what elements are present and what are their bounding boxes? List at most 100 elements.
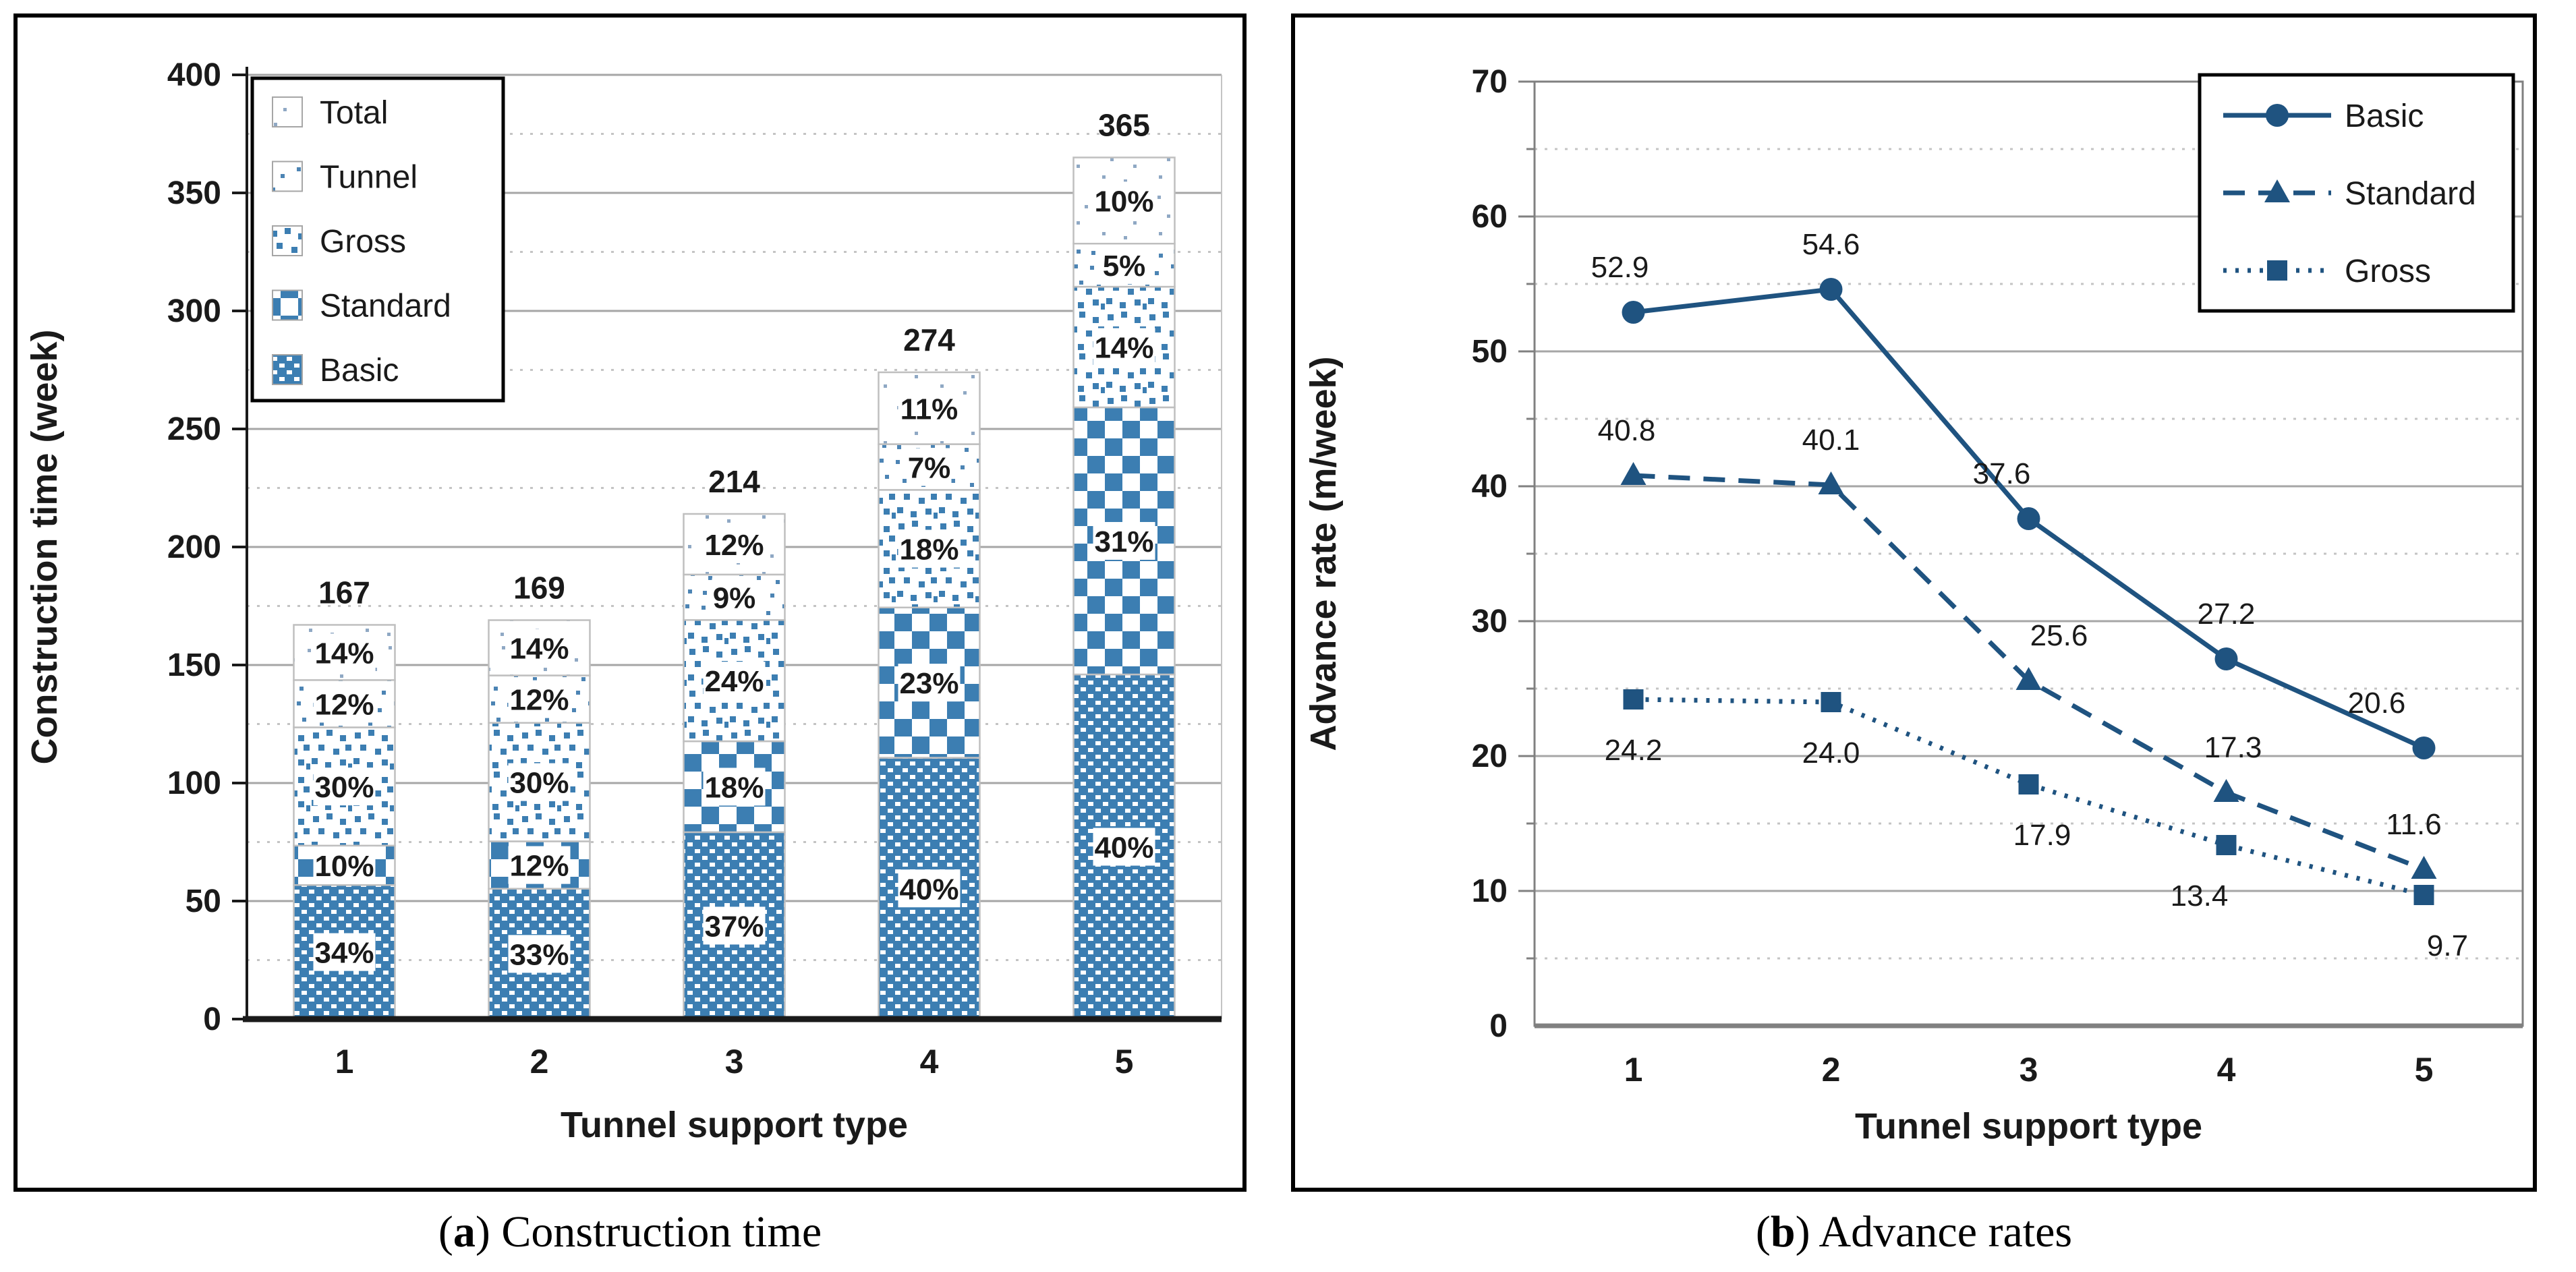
bar-percent-label-bg — [1093, 521, 1155, 560]
caption-b-close: ) — [1795, 1207, 1819, 1256]
figure-panel-a: 34% 10% 30% 12% 14% 167 1 33% 12% 30% 12% 14% 169 2 37… — [13, 13, 1247, 1258]
bar-total-label: 167 — [318, 575, 370, 610]
series-marker-gross — [1623, 689, 1644, 710]
bar-percent-label: 23% — [899, 667, 958, 700]
bar-percent-label: 5% — [1103, 250, 1146, 283]
bar-percent-label: 12% — [704, 529, 764, 562]
bar-percent-label-bg — [712, 578, 757, 616]
x-tick-label: 1 — [1624, 1051, 1643, 1089]
x-tick-label: 3 — [725, 1043, 744, 1080]
point-label: 37.6 — [1973, 457, 2031, 490]
bar-percent-label: 12% — [509, 684, 569, 717]
bar-percent-label: 7% — [908, 451, 951, 484]
y-tick-label: 40 — [1472, 469, 1508, 504]
legend-marker-gross — [2267, 260, 2287, 281]
series-marker-gross — [2216, 835, 2237, 855]
series-line-gross — [1633, 697, 2425, 898]
bar-percent-label-bg — [1101, 246, 1147, 285]
bar-percent-label-bg — [703, 906, 766, 945]
bar-total-label: 365 — [1098, 108, 1150, 143]
bar-percent-label: 14% — [1094, 332, 1153, 365]
series-marker-standard — [2411, 856, 2437, 879]
bar-percent-label-bg — [508, 763, 571, 801]
x-tick-label: 4 — [920, 1043, 939, 1080]
bar-percent-label: 31% — [1094, 525, 1153, 558]
bar-percent-label: 40% — [1094, 832, 1153, 865]
bar-percent-label-bg — [508, 680, 571, 718]
series-marker-basic — [2017, 507, 2040, 530]
point-label: 52.9 — [1591, 251, 1649, 284]
bar-percent-label: 14% — [509, 632, 569, 665]
series-marker-standard — [1818, 471, 1844, 494]
point-label: 54.6 — [1802, 228, 1860, 261]
caption-a: (a) Construction time — [13, 1207, 1247, 1258]
x-tick-label: 2 — [1822, 1051, 1841, 1089]
legend-item-label: Total — [320, 95, 388, 131]
advance-rates-chart: 0 10 20 30 40 50 60 70 1 2 3 4 5 Tunnel support type A… — [1303, 64, 2524, 1147]
x-tick-label: 2 — [530, 1043, 549, 1080]
bar-percent-label: 9% — [713, 582, 756, 615]
y-axis-title: Construction time (week) — [24, 329, 65, 764]
bar-percent-label: 12% — [509, 850, 569, 883]
x-tick-label: 4 — [2217, 1051, 2236, 1089]
series-marker-standard — [2015, 667, 2042, 690]
point-label: 40.1 — [1802, 424, 1860, 457]
point-label: 40.8 — [1598, 414, 1656, 447]
bar-percent-label-bg — [508, 629, 571, 667]
y-tick-label: 60 — [1472, 199, 1508, 235]
bar-percent-label: 30% — [509, 767, 569, 800]
construction-time-chart: 34%10%30%12%14%167133%12%30%12%14%169237… — [24, 57, 1222, 1145]
point-label: 20.6 — [2348, 687, 2406, 720]
point-label: 25.6 — [2030, 619, 2088, 652]
caption-b-open: ( — [1755, 1207, 1771, 1256]
point-label: 17.9 — [2013, 819, 2071, 852]
legend-item-label: Gross — [320, 224, 406, 260]
y-tick-label: 50 — [1472, 334, 1508, 370]
bar-percent-label-bg — [508, 846, 571, 884]
caption-a-text: Construction time — [501, 1207, 822, 1256]
bar-percent-label: 10% — [1094, 185, 1153, 218]
bar-percent-label: 30% — [314, 771, 374, 804]
series-marker-standard — [1620, 462, 1647, 485]
bar-percent-label-bg — [898, 869, 961, 908]
x-tick-label: 5 — [2415, 1051, 2434, 1089]
caption-b-letter: b — [1770, 1207, 1796, 1256]
bar-percent-label: 24% — [704, 665, 764, 698]
bar-percent-label: 33% — [509, 938, 569, 971]
bar-percent-label: 18% — [704, 771, 764, 804]
legend-item-label: Standard — [320, 289, 451, 324]
y-tick-label: 0 — [203, 1002, 221, 1037]
series-marker-basic — [2214, 647, 2238, 670]
x-axis-title: Tunnel support type — [1855, 1106, 2202, 1147]
y-tick-label: 200 — [167, 529, 221, 565]
series-marker-basic — [1819, 278, 1843, 301]
legend-marker-standard — [2264, 179, 2290, 202]
y-tick-label: 30 — [1472, 604, 1508, 639]
x-tick-label: 5 — [1115, 1043, 1134, 1080]
bar-percent-label-bg — [313, 633, 376, 672]
bar-percent-label-bg — [508, 935, 571, 973]
caption-a-open: ( — [438, 1207, 453, 1256]
point-label: 24.2 — [1605, 734, 1663, 767]
legend-swatch-standard — [272, 289, 303, 321]
caption-a-letter: a — [453, 1207, 476, 1256]
x-tick-label: 3 — [2020, 1051, 2038, 1089]
legend-marker-basic — [2266, 104, 2289, 127]
series-marker-basic — [1622, 301, 1645, 324]
y-tick-label: 400 — [167, 57, 221, 93]
series-marker-gross — [1821, 692, 1841, 712]
legend-item-label: Gross — [2345, 254, 2431, 289]
legend-item-label: Tunnel — [320, 160, 418, 196]
bar-percent-label-bg — [703, 525, 766, 563]
series-marker-basic — [2412, 736, 2436, 759]
bar-total-label: 214 — [708, 464, 760, 499]
bar-total-label: 169 — [513, 571, 565, 606]
caption-b-text: Advance rates — [1819, 1207, 2073, 1256]
bar-percent-label-bg — [898, 529, 961, 568]
bar-percent-label-bg — [898, 389, 961, 428]
caption-a-close: ) — [475, 1207, 502, 1256]
legend-item-label: Basic — [320, 353, 399, 388]
bar-percent-label-bg — [1093, 181, 1155, 220]
point-label: 27.2 — [2198, 598, 2256, 631]
